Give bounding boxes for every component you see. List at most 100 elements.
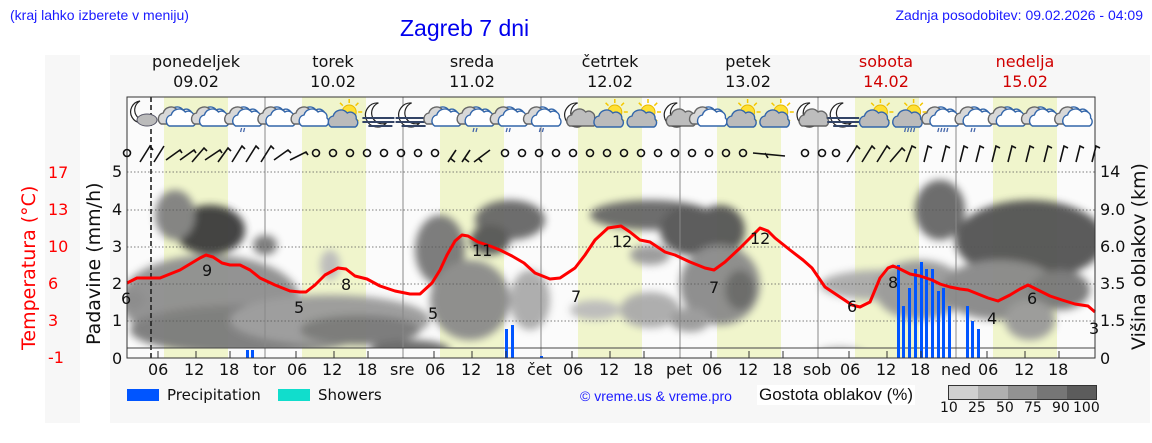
weather-icons <box>157 99 1093 133</box>
precip-tick: 2 <box>112 274 123 293</box>
weather-icon-cloud-drizzle <box>522 106 562 133</box>
x-tick-label: 06 <box>563 360 584 379</box>
cloud-density-colorbar <box>948 385 1097 400</box>
x-tick-label: 18 <box>910 360 931 379</box>
x-tick-label: 06 <box>978 360 999 379</box>
colorbar-segment <box>1066 386 1097 399</box>
x-tick-label: 12 <box>322 360 343 379</box>
temperature-line <box>126 224 1096 314</box>
x-tick-label: 06 <box>702 360 723 379</box>
weather-icon-cloud <box>987 106 1027 127</box>
svg-text:9: 9 <box>202 261 212 280</box>
x-tick-label: 06 <box>287 360 308 379</box>
svg-text:4: 4 <box>987 309 997 328</box>
svg-text:7: 7 <box>709 278 719 297</box>
colorbar-tick: 10 <box>940 400 958 416</box>
plot-frame <box>126 96 1096 359</box>
x-tick-label: 18 <box>357 360 378 379</box>
temp-tick: 13 <box>48 200 69 219</box>
x-tick-label: 12 <box>599 360 620 379</box>
weather-icon-moon-fog <box>827 102 860 128</box>
temp-tick: 10 <box>48 237 69 256</box>
svg-text:6: 6 <box>1027 289 1037 308</box>
precip-tick: 3 <box>112 237 123 256</box>
precipitation-bars <box>246 262 980 358</box>
x-tick-label: 12 <box>876 360 897 379</box>
showers-legend-label: Showers <box>318 386 382 404</box>
precip-tick: 1 <box>112 311 123 330</box>
colorbar-tick: 90 <box>1052 400 1070 416</box>
weather-icon-moon-fog <box>395 102 428 128</box>
colorbar-segment <box>949 386 979 399</box>
temperature-value-labels: 6 9 5 8 5 11 7 12 7 12 6 8 4 6 3 <box>121 229 1099 338</box>
svg-text:12: 12 <box>750 229 770 248</box>
svg-text:3: 3 <box>1089 319 1099 338</box>
weather-icon-cloud <box>1020 106 1060 127</box>
x-tick-label: ned <box>941 360 972 379</box>
x-tick-label: 18 <box>219 360 240 379</box>
weather-icon-cloud <box>190 106 230 127</box>
cloud-tick: 6.0 <box>1100 237 1126 256</box>
x-tick-label: sob <box>803 360 832 379</box>
weather-icon-sun-cloud <box>327 99 363 128</box>
weather-icon-moon-fog <box>362 102 395 128</box>
weather-icon-cloud-rain <box>921 106 961 133</box>
weather-icon-row <box>130 100 158 127</box>
day-header-fri: petek 13.02 <box>725 52 771 91</box>
weather-icon-cloud <box>290 106 330 127</box>
svg-text:6: 6 <box>121 289 131 308</box>
colorbar-segment <box>978 386 1008 399</box>
x-tick-label: 18 <box>495 360 516 379</box>
svg-text:5: 5 <box>294 298 304 317</box>
weather-icon-cloud <box>1054 106 1093 127</box>
weather-icon-moon-cloud <box>796 102 830 128</box>
cloud-tick: 14 <box>1100 162 1121 181</box>
weather-icon-cloud-drizzle <box>954 106 994 133</box>
weather-icon-sun-cloud <box>759 99 794 128</box>
temperature-axis-panel <box>45 55 80 423</box>
weather-icon-cloud-drizzle <box>489 106 529 133</box>
location-hint-link[interactable]: (kraj lahko izberete v meniju) <box>10 7 189 23</box>
svg-text:5: 5 <box>428 304 438 323</box>
colorbar-tick: 100 <box>1073 400 1100 416</box>
page-title: Zagreb 7 dni <box>400 15 530 41</box>
weather-icon-moon-cloud <box>663 102 697 128</box>
x-tick-label: 06 <box>840 360 861 379</box>
last-update-text: Zadnja posodobitev: 09.02.2026 - 04:09 <box>895 7 1143 23</box>
svg-text:8: 8 <box>341 275 351 294</box>
temp-tick: 17 <box>48 163 69 182</box>
x-tick-label: sre <box>390 360 415 379</box>
weather-icon-sun-cloud <box>726 99 761 128</box>
weather-icon-sun-cloud <box>593 99 628 128</box>
precipitation-legend-swatch <box>127 389 159 401</box>
cloud-tick: 3.5 <box>1100 274 1126 293</box>
showers-legend-swatch <box>278 389 310 401</box>
x-tick-label: 12 <box>461 360 482 379</box>
temp-tick: 6 <box>48 274 59 293</box>
wind-barbs-row <box>122 144 1101 163</box>
x-ticks <box>157 351 1060 358</box>
day-header-sun: nedelja 15.02 <box>995 52 1055 91</box>
x-tick-label: 12 <box>184 360 205 379</box>
precip-tick: 0 <box>112 349 123 368</box>
cloud-tick: 1.5 <box>1100 311 1126 330</box>
precip-tick: 5 <box>112 162 123 181</box>
cloud-tick: 9.0 <box>1100 200 1126 219</box>
svg-text:8: 8 <box>888 273 898 292</box>
x-tick-label: 12 <box>738 360 759 379</box>
svg-text:7: 7 <box>571 287 581 306</box>
x-tick-label: 06 <box>148 360 169 379</box>
day-header-tue: torek 10.02 <box>310 52 356 91</box>
weather-icon-cloud-drizzle <box>224 106 263 133</box>
day-header-sat: sobota 14.02 <box>858 52 914 91</box>
weather-icon-cloud-drizzle <box>456 106 496 133</box>
precip-tick: 4 <box>112 200 123 219</box>
day-header-thu: četrtek 12.02 <box>581 52 639 91</box>
x-tick-label: 18 <box>1048 360 1069 379</box>
temp-tick: -1 <box>48 348 64 367</box>
day-header-wed: sreda 11.02 <box>449 52 495 91</box>
cloud-density-title: Gostota oblakov (%) <box>757 385 916 405</box>
x-tick-label: 12 <box>1014 360 1035 379</box>
credit-link[interactable]: © vreme.us & vreme.pro <box>580 388 732 404</box>
weather-icon-cloud <box>257 106 297 127</box>
